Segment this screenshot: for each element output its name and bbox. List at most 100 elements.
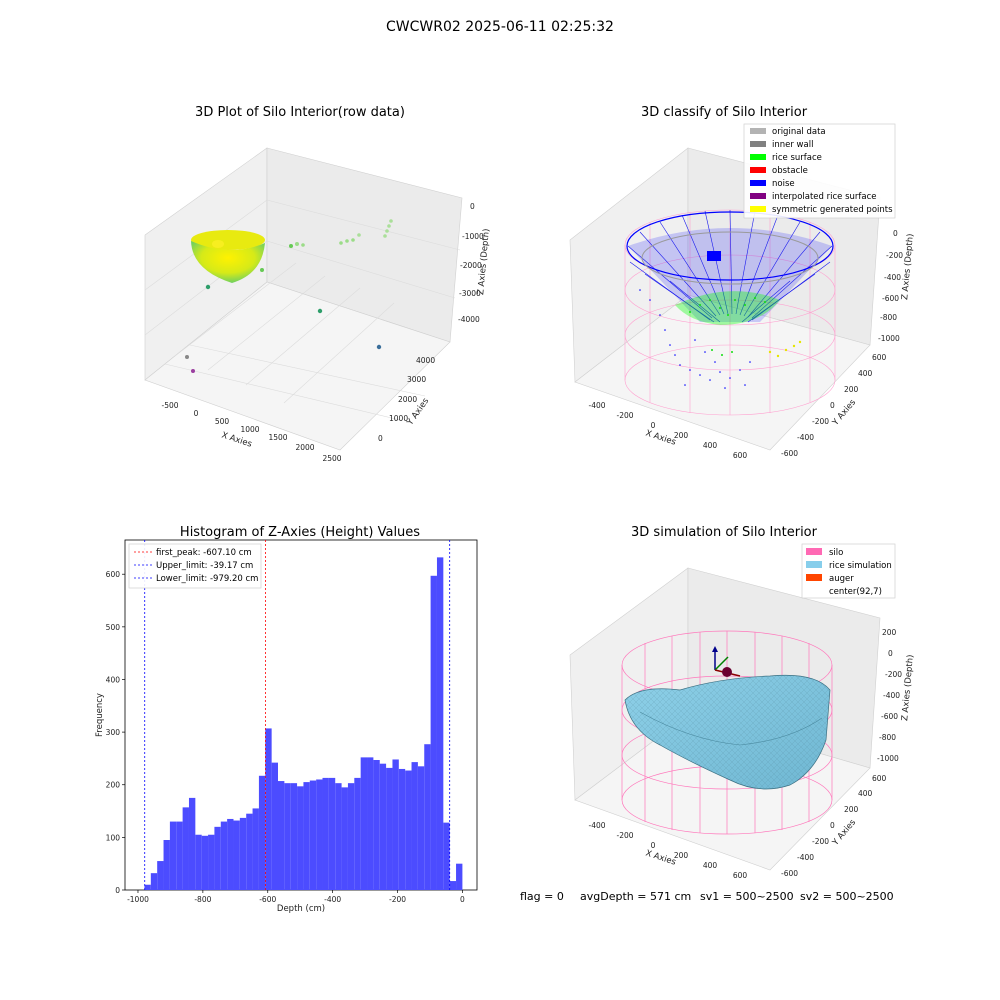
histogram-bar [386,767,393,890]
histogram-bar [322,777,329,890]
svg-text:original data: original data [772,127,826,137]
classify-z-ticks: 0 -200 -400 -600 -800 -1000 [878,229,903,343]
panel-raw-title: 3D Plot of Silo Interior(row data) [195,105,405,120]
histogram-bar [169,821,177,890]
svg-text:-200: -200 [885,670,902,679]
svg-text:-200: -200 [812,837,829,846]
histogram-bar [297,786,304,890]
panel-classify-3d: 3D classify of Silo Interior [569,105,916,460]
footer-sv1: sv1 = 500~2500 [700,890,794,903]
histogram-bar [417,766,425,890]
raw-surface-body [191,241,265,283]
simulation-title: 3D simulation of Silo Interior [631,525,818,540]
classify-rice-surface [675,291,780,325]
histogram-bar [227,818,234,890]
histogram-bar [309,780,317,890]
raw-points [185,219,393,373]
x-tick-label: -1000 [127,895,149,904]
y-tick-label: 100 [106,833,121,842]
svg-text:600: 600 [872,353,887,362]
svg-text:1000: 1000 [240,425,259,434]
histogram-bar [303,782,310,890]
y-tick-label: 500 [106,623,121,632]
svg-text:-400: -400 [797,433,814,442]
histogram-bar [398,768,406,890]
histogram-bars [144,557,463,890]
simulation-legend: silo rice simulation auger center(92,7) [801,543,896,599]
histogram-bar [411,762,418,890]
legend-item-original-data: original data [750,127,826,137]
panel-simulation-3d: 3D simulation of Silo Interior [569,525,916,880]
legend-center: center(92,7) [829,587,882,597]
histogram-bar [220,821,228,890]
histogram-bar [328,777,336,890]
histogram-bar [316,779,323,890]
svg-text:2500: 2500 [322,454,341,463]
y-tick-label: 0 [115,886,120,895]
svg-text:-4000: -4000 [458,315,480,324]
legend-upper-limit: Upper_limit: -39.17 cm [134,561,253,571]
histogram-bar [176,821,183,890]
histogram-legend: first_peak: -607.10 cm Upper_limit: -39.… [128,543,262,589]
histogram-bar [290,783,298,890]
legend-item-symmetric: symmetric generated points [750,205,893,215]
svg-text:0: 0 [470,202,475,211]
svg-text:-600: -600 [881,712,898,721]
histogram-bar [284,783,291,890]
svg-text:400: 400 [703,441,718,450]
histogram-bar [258,775,266,890]
panel-raw-3d: 3D Plot of Silo Interior(row data) [144,105,492,463]
histogram-bar [277,781,285,890]
svg-text:400: 400 [703,861,718,870]
y-tick-label: 200 [106,781,121,790]
figure-title: CWCWR02 2025-06-11 02:25:32 [386,19,614,35]
rice-simulation-mesh [625,675,830,789]
histogram-title: Histogram of Z-Axies (Height) Values [180,525,420,540]
histogram-bar [214,826,221,890]
histogram-bar [157,861,164,890]
histogram-bar [208,834,215,890]
svg-text:200: 200 [882,628,897,637]
x-tick-label: -200 [389,895,406,904]
svg-text:-200: -200 [812,417,829,426]
svg-text:-400: -400 [588,821,605,830]
svg-text:-1000: -1000 [877,754,899,763]
svg-text:0: 0 [893,229,898,238]
svg-text:-400: -400 [883,691,900,700]
svg-text:600: 600 [733,451,748,460]
histogram-bar [443,822,450,890]
y-tick-label: 400 [106,675,121,684]
svg-text:0: 0 [651,421,656,430]
svg-text:0: 0 [651,841,656,850]
svg-text:400: 400 [858,369,873,378]
classify-x-label: X Axies [644,428,677,447]
svg-text:-400: -400 [884,273,901,282]
svg-text:2000: 2000 [398,395,417,404]
svg-text:0: 0 [888,649,893,658]
classify-noise-points [639,289,751,389]
histogram-y-label: Frequency [95,693,105,737]
svg-text:-800: -800 [879,733,896,742]
svg-text:auger: auger [829,574,854,584]
svg-text:noise: noise [772,179,795,189]
raw-surface-highlight [212,240,224,248]
histogram-bar [392,759,399,890]
legend-first-peak: first_peak: -607.10 cm [134,548,252,558]
histogram-bar [252,808,259,890]
floor-pane [144,281,451,451]
classify-rice-points [689,297,766,356]
histogram-bar [347,783,355,890]
histogram-bar [335,783,342,890]
simulation-x-label: X Axies [644,848,677,867]
svg-text:center(92,7): center(92,7) [829,587,882,597]
legend-item-noise: noise [750,179,795,189]
floor-pane-2 [574,294,871,451]
svg-text:-1000: -1000 [462,232,484,241]
svg-text:-1000: -1000 [878,334,900,343]
histogram-bar [150,873,158,890]
footer-flag: flag = 0 [520,890,564,903]
histogram-bar [341,787,348,890]
rice-contour [639,711,823,746]
panel-histogram: Histogram of Z-Axies (Height) Values -10… [95,525,478,914]
svg-text:-2000: -2000 [460,261,482,270]
